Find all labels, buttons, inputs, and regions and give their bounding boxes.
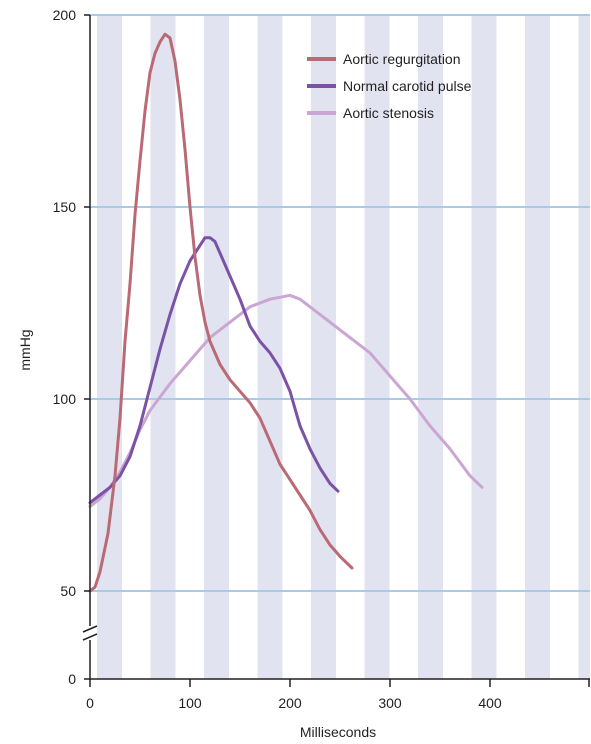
axis-break-mark: [82, 625, 98, 633]
background-band: [578, 15, 590, 679]
background-band: [418, 15, 443, 679]
y-tick-label: 150: [53, 199, 77, 215]
y-tick-label: 50: [60, 583, 76, 599]
legend-label: Aortic stenosis: [343, 105, 434, 121]
legend-label: Aortic regurgitation: [343, 51, 461, 67]
legend: Aortic regurgitation Normal carotid pulse…: [307, 51, 472, 121]
background-band: [204, 15, 229, 679]
data-series: [88, 32, 484, 593]
series-line: [88, 236, 340, 505]
background-band: [471, 15, 497, 679]
background-band: [257, 15, 283, 679]
legend-label: Normal carotid pulse: [343, 78, 472, 94]
x-tick-label: 400: [478, 695, 502, 711]
ticks: 0 50 100 150 200 0 100 200 300 400: [53, 7, 590, 711]
background-band: [364, 15, 390, 679]
x-axis-title: Milliseconds: [300, 724, 376, 740]
y-tick-label: 200: [53, 7, 77, 23]
background-bands: [97, 15, 590, 679]
background-band: [150, 15, 176, 679]
horizontal-gridlines: [90, 14, 590, 592]
x-tick-label: 100: [178, 695, 202, 711]
background-band: [97, 15, 122, 679]
background-band: [525, 15, 550, 679]
axis-break-mark: [82, 633, 98, 641]
x-tick-label: 300: [378, 695, 402, 711]
x-tick-label: 0: [86, 695, 94, 711]
y-tick-label: 0: [68, 671, 76, 687]
y-axis-title: mmHg: [17, 329, 33, 370]
axes: [82, 15, 590, 680]
y-tick-label: 100: [53, 391, 77, 407]
background-band: [311, 15, 336, 679]
x-tick-label: 200: [278, 695, 302, 711]
series-line: [88, 32, 354, 593]
